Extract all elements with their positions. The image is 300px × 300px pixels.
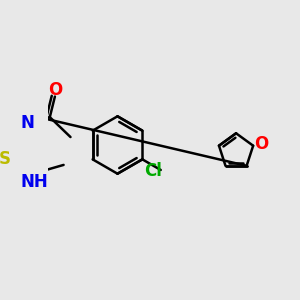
Text: NH: NH (21, 173, 49, 191)
Text: O: O (48, 81, 62, 99)
Text: N: N (21, 114, 35, 132)
Text: Cl: Cl (144, 162, 162, 180)
Text: O: O (254, 135, 268, 153)
Text: S: S (0, 150, 11, 168)
